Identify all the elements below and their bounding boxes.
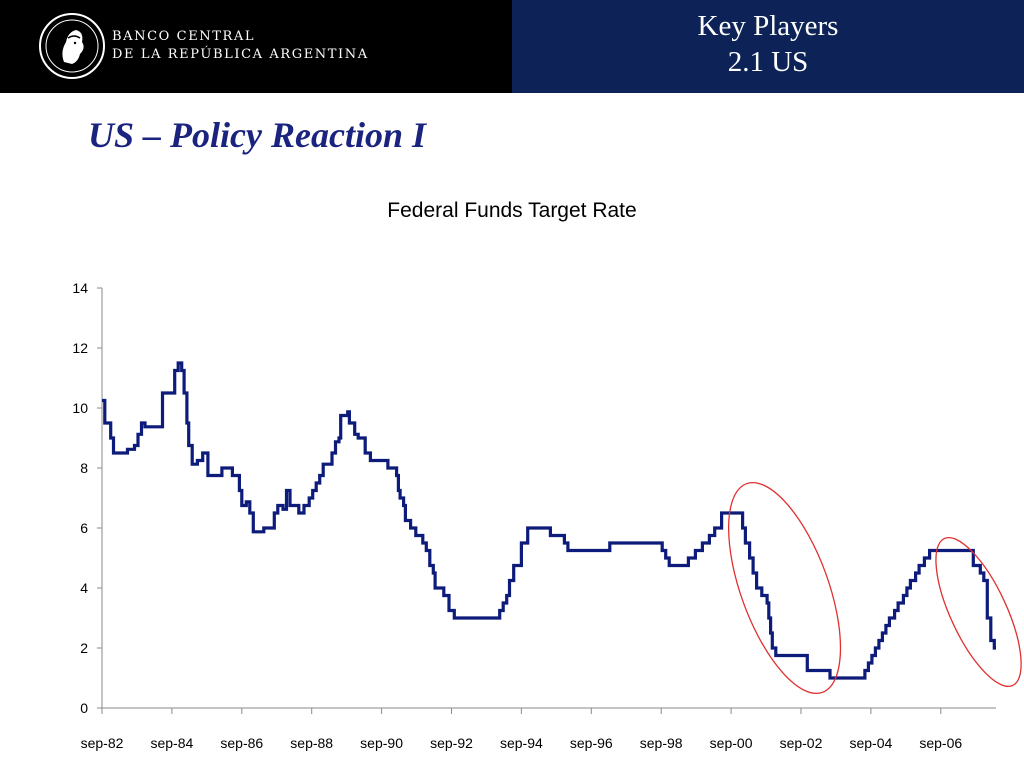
x-tick-label: sep-92	[430, 735, 473, 751]
x-tick-label: sep-04	[849, 735, 892, 751]
x-tick-label: sep-88	[290, 735, 333, 751]
slide-title: US – Policy Reaction I	[88, 115, 426, 155]
y-tick-label: 8	[80, 460, 88, 476]
y-tick-label: 14	[72, 280, 88, 296]
fed-funds-chart: 0 2 4 6 8 10 12 14 sep-82 sep-84 sep-86 sep-88 sep-9…	[72, 280, 1022, 751]
bank-name: BANCO CENTRAL DE LA REPÚBLICA ARGENTINA	[112, 28, 369, 64]
header-brand: BANCO CENTRAL DE LA REPÚBLICA ARGENTINA	[0, 0, 512, 93]
bank-name-line-1: BANCO CENTRAL	[112, 29, 256, 44]
x-tick-label: sep-94	[500, 735, 543, 751]
chart-title: Federal Funds Target Rate	[387, 199, 637, 222]
x-tick-label: sep-00	[710, 735, 753, 751]
highlight-ellipse	[727, 481, 842, 695]
x-tick-label: sep-96	[570, 735, 613, 751]
x-tick-label: sep-84	[150, 735, 193, 751]
y-tick-label: 10	[72, 400, 88, 416]
x-tick-label: sep-82	[81, 735, 124, 751]
y-tick-label: 12	[72, 340, 88, 356]
bank-seal-logo	[39, 13, 105, 79]
section-number: 2.1 US	[727, 46, 809, 78]
section-title: Key Players	[697, 10, 839, 42]
x-tick-label: sep-06	[919, 735, 962, 751]
y-tick-label: 4	[80, 580, 88, 596]
header-section: Key Players 2.1 US	[512, 0, 1024, 93]
bank-name-line-2: DE LA REPÚBLICA ARGENTINA	[112, 47, 369, 62]
y-tick-label: 6	[80, 520, 88, 536]
x-tick-label: sep-90	[360, 735, 403, 751]
x-tick-label: sep-02	[780, 735, 823, 751]
x-tick-label: sep-86	[220, 735, 263, 751]
section-label: Key Players 2.1 US	[512, 8, 1024, 80]
y-tick-label: 2	[80, 640, 88, 656]
y-tick-label: 0	[80, 700, 88, 716]
fed-funds-rate-line	[102, 361, 996, 680]
highlight-ellipse	[935, 536, 1022, 688]
x-tick-label: sep-98	[640, 735, 683, 751]
